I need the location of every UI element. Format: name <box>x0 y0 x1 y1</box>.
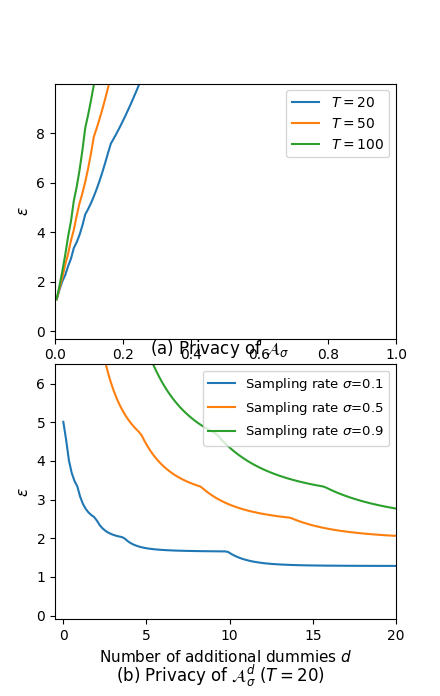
Sampling rate $\sigma$=0.1 <box>290 561 295 569</box>
Sampling rate $\sigma$=0.9 <box>245 457 250 465</box>
Legend: Sampling rate $\sigma$=0.1, Sampling rate $\sigma$=0.5, Sampling rate $\sigma$=0: Sampling rate $\sigma$=0.1, Sampling rat… <box>203 371 389 445</box>
Sampling rate $\sigma$=0.9 <box>323 484 329 492</box>
Sampling rate $\sigma$=0.5 <box>323 524 329 532</box>
$T=20$ <box>125 106 131 114</box>
Sampling rate $\sigma$=0.1 <box>323 562 329 570</box>
Text: (b) Privacy of $\mathcal{A}_{\sigma}^{d}$ $(T = 20)$: (b) Privacy of $\mathcal{A}_{\sigma}^{d}… <box>116 663 324 689</box>
Line: Sampling rate $\sigma$=0.1: Sampling rate $\sigma$=0.1 <box>63 422 396 566</box>
Legend: $T=20$, $T=50$, $T=100$: $T=20$, $T=50$, $T=100$ <box>286 90 389 157</box>
Sampling rate $\sigma$=0.5 <box>150 450 155 459</box>
X-axis label: Number of additional dummies $d$: Number of additional dummies $d$ <box>99 649 352 665</box>
Text: (a) Privacy of $\mathcal{A}_{\sigma}$: (a) Privacy of $\mathcal{A}_{\sigma}$ <box>150 338 290 360</box>
Sampling rate $\sigma$=0.9 <box>131 310 136 318</box>
Line: $T=100$: $T=100$ <box>57 0 396 299</box>
Sampling rate $\sigma$=0.5 <box>245 507 250 515</box>
Sampling rate $\sigma$=0.1 <box>131 540 136 548</box>
Sampling rate $\sigma$=0.1 <box>61 418 66 426</box>
Line: Sampling rate $\sigma$=0.5: Sampling rate $\sigma$=0.5 <box>63 0 396 536</box>
Sampling rate $\sigma$=0.9 <box>382 503 388 511</box>
Y-axis label: $\varepsilon$: $\varepsilon$ <box>16 206 31 216</box>
Line: Sampling rate $\sigma$=0.9: Sampling rate $\sigma$=0.9 <box>63 0 396 509</box>
$T=20$ <box>145 58 150 67</box>
Sampling rate $\sigma$=0.5 <box>131 422 136 430</box>
Sampling rate $\sigma$=0.1 <box>150 545 155 553</box>
Sampling rate $\sigma$=0.1 <box>393 562 399 570</box>
Sampling rate $\sigma$=0.9 <box>150 359 155 367</box>
X-axis label: Sampling rate $\sigma$: Sampling rate $\sigma$ <box>163 368 288 387</box>
$T=20$ <box>54 295 59 303</box>
$T=50$ <box>54 295 59 303</box>
Line: $T=50$: $T=50$ <box>57 0 396 299</box>
Sampling rate $\sigma$=0.5 <box>382 531 388 539</box>
Sampling rate $\sigma$=0.1 <box>245 556 250 564</box>
Sampling rate $\sigma$=0.9 <box>393 505 399 513</box>
Sampling rate $\sigma$=0.9 <box>290 475 295 484</box>
Sampling rate $\sigma$=0.5 <box>290 514 295 523</box>
$T=100$ <box>54 294 59 303</box>
Line: $T=20$: $T=20$ <box>57 0 396 299</box>
Y-axis label: $\varepsilon$: $\varepsilon$ <box>16 487 31 497</box>
Sampling rate $\sigma$=0.5 <box>393 532 399 540</box>
Sampling rate $\sigma$=0.1 <box>382 562 388 570</box>
